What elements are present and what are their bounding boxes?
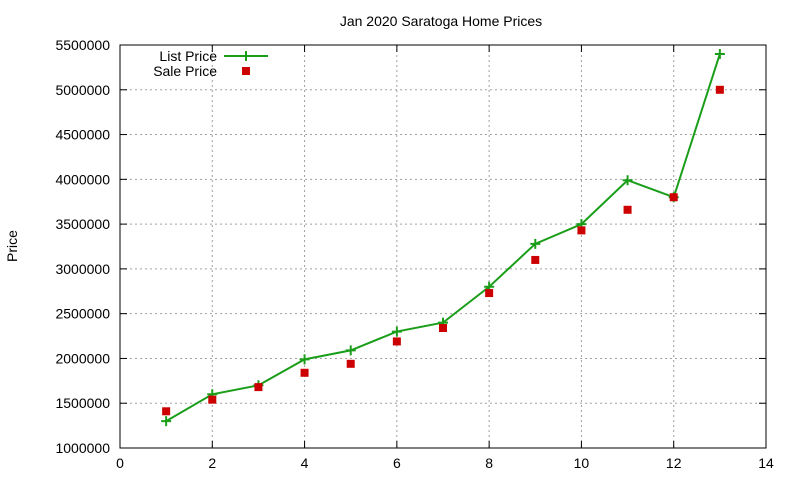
plot-frame [119,44,767,449]
legend-sample-sale-price [242,67,250,75]
sale-price-point [300,368,309,377]
y-axis-label: Price [4,230,20,262]
y-tick-label: 5000000 [55,82,110,98]
x-tick-label: 0 [116,455,124,471]
list-price-point [391,326,402,337]
series-layer [161,48,725,427]
sale-price-point [208,395,217,404]
legend-sample-list-price [224,51,268,61]
y-tick-label: 1500000 [55,395,110,411]
x-tick-label: 10 [574,455,590,471]
y-tick-label: 5500000 [55,37,110,53]
list-price-point [714,48,725,59]
x-tick-label: 8 [485,455,493,471]
x-tick-label: 14 [758,455,774,471]
x-tick-label: 12 [666,455,682,471]
y-tick-label: 4000000 [55,171,110,187]
legend-square-marker [242,67,250,75]
list-price-point [622,175,633,186]
list-price-point [161,416,172,427]
chart-title: Jan 2020 Saratoga Home Prices [340,13,542,29]
x-tick-label: 6 [393,455,401,471]
legend-label-sale-price: Sale Price [153,63,217,79]
y-tick-label: 2500000 [55,306,110,322]
sale-price-point [531,255,540,264]
y-tick-label: 1000000 [55,440,110,456]
y-tick-label: 3000000 [55,261,110,277]
list-price-point [345,345,356,356]
list-price-line [165,53,721,422]
sale-price-point [346,359,355,368]
sale-price-point [715,85,724,94]
x-tick-label: 2 [208,455,216,471]
sale-price-point [669,193,678,202]
legend: List Price Sale Price [153,48,268,79]
sale-price-point [162,407,171,416]
legend-label-list-price: List Price [159,48,217,64]
sale-price-point [392,337,401,346]
sale-price-point [254,383,263,392]
ticks-layer: 0 2 4 6 8 10 12 14 1000000 1500000 2000000 2500000 3… [55,37,774,471]
sale-price-point [623,205,632,214]
list-price-point [530,238,541,249]
sale-price-point [439,323,447,332]
sale-price-point [485,289,494,298]
y-tick-label: 3500000 [55,216,110,232]
grid-layer [120,45,766,448]
list-price-point [299,354,310,365]
legend-plus-marker [241,51,251,61]
y-tick-label: 4500000 [55,127,110,143]
sale-price-point [577,226,586,235]
x-tick-label: 4 [301,455,309,471]
y-tick-label: 2000000 [55,350,110,366]
